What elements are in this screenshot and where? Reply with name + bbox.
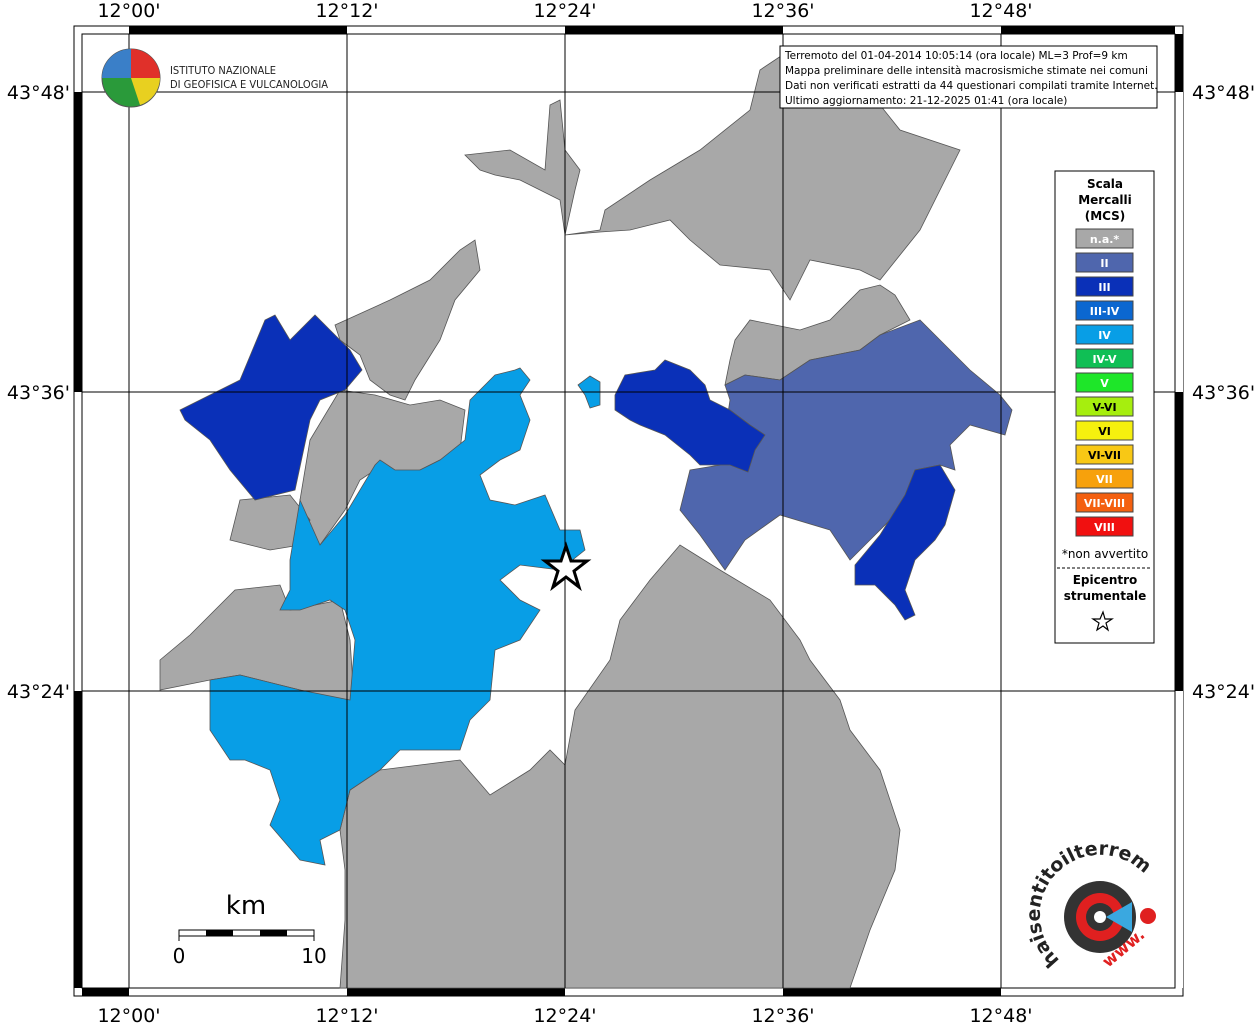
logo-sector xyxy=(131,49,160,78)
scale-frame xyxy=(178,929,315,937)
legend-label: VII-VIII xyxy=(1084,497,1125,510)
lat-label: 43°48' xyxy=(7,82,70,104)
legend-label: IV-V xyxy=(1092,353,1117,366)
lat-label: 43°24' xyxy=(7,681,70,703)
question-mark xyxy=(1140,908,1156,924)
lon-label: 12°12' xyxy=(315,1005,378,1024)
legend-label: n.a.* xyxy=(1090,233,1120,246)
legend-title: (MCS) xyxy=(1085,209,1126,223)
legend-star xyxy=(1091,610,1114,632)
legend-label: IV xyxy=(1098,329,1111,342)
scale-segment xyxy=(260,930,287,936)
band xyxy=(82,988,129,996)
band xyxy=(347,988,565,996)
lat-label: 43°24' xyxy=(1192,681,1255,703)
legend-swatch xyxy=(1075,252,1134,273)
lon-label: 12°24' xyxy=(533,0,596,22)
epicenter-star xyxy=(540,541,592,592)
region xyxy=(854,464,956,621)
legend-swatch xyxy=(1075,516,1134,537)
legend-label: VII xyxy=(1096,473,1113,486)
legend-swatch xyxy=(1075,420,1134,441)
frame-bands xyxy=(74,26,1183,996)
region xyxy=(179,314,363,501)
lat-label: 43°36' xyxy=(1192,382,1255,404)
legend-note: *non avvertito xyxy=(1062,547,1148,561)
legend-swatch xyxy=(1075,372,1134,393)
legend-swatch xyxy=(1075,276,1134,297)
band xyxy=(1175,392,1183,691)
legend-epicenter: strumentale xyxy=(1064,589,1147,603)
header-line: Terremoto del 01-04-2014 10:05:14 (ora l… xyxy=(784,50,1128,62)
megaphone xyxy=(1106,902,1132,932)
ingv-logo: ISTITUTO NAZIONALE DI GEOFISICA E VULCAN… xyxy=(101,48,328,108)
band xyxy=(1001,26,1175,34)
band xyxy=(1175,691,1183,988)
legend-title: Mercalli xyxy=(1078,193,1132,207)
regions xyxy=(159,49,1013,989)
legend-swatch xyxy=(1075,300,1134,321)
scale-unit: km xyxy=(226,891,266,921)
band xyxy=(565,26,783,34)
lon-label: 12°48' xyxy=(969,1005,1032,1024)
legend-label: III xyxy=(1098,281,1110,294)
lon-label: 12°48' xyxy=(969,0,1032,22)
region xyxy=(614,359,766,473)
header-line: Dati non verificati estratti da 44 quest… xyxy=(785,80,1158,92)
legend-label: V-VI xyxy=(1092,401,1116,414)
logo-sector xyxy=(102,49,131,78)
header-line: Ultimo aggiornamento: 21-12-2025 01:41 (… xyxy=(785,95,1067,107)
lon-label: 12°24' xyxy=(533,1005,596,1024)
header-box xyxy=(779,45,1158,109)
legend-label: VIII xyxy=(1094,521,1115,534)
lon-label: 12°36' xyxy=(751,0,814,22)
lon-label: 12°00' xyxy=(97,0,160,22)
legend-label: VI xyxy=(1098,425,1111,438)
legend-swatch xyxy=(1075,468,1134,489)
region xyxy=(334,239,481,401)
legend-epicenter: Epicentro xyxy=(1073,573,1138,587)
lon-label: 12°36' xyxy=(751,1005,814,1024)
scale-label: 10 xyxy=(301,944,326,968)
region xyxy=(209,367,586,866)
legend: ScalaMercalli(MCS)n.a.*IIIIIIII-IVIVIV-V… xyxy=(1057,177,1152,632)
region xyxy=(339,544,901,989)
legend-swatch xyxy=(1075,324,1134,345)
legend-swatch xyxy=(1075,396,1134,417)
band xyxy=(1175,92,1183,392)
lon-label: 12°00' xyxy=(97,1005,160,1024)
band xyxy=(129,26,347,34)
legend-swatch xyxy=(1075,444,1134,465)
header-line: Mappa preliminare delle intensità macros… xyxy=(785,65,1148,77)
scale-bar: km 0 10 xyxy=(173,891,327,968)
band xyxy=(783,988,1001,996)
legend-label: VI-VII xyxy=(1088,449,1121,462)
logo-text: ISTITUTO NAZIONALE xyxy=(170,64,276,77)
band xyxy=(1175,34,1183,92)
legend-title: Scala xyxy=(1087,177,1123,191)
lat-label: 43°48' xyxy=(1192,82,1255,104)
legend-swatch xyxy=(1075,228,1134,249)
target xyxy=(1094,911,1106,923)
logo-sector xyxy=(131,78,160,105)
scale-label: 0 xyxy=(173,944,186,968)
legend-label: II xyxy=(1100,257,1108,270)
lat-label: 43°36' xyxy=(7,382,70,404)
logo-text: DI GEOFISICA E VULCANOLOGIA xyxy=(170,78,328,91)
band xyxy=(74,92,82,392)
scale-segment xyxy=(206,930,233,936)
legend-label: III-IV xyxy=(1090,305,1120,318)
legend-swatch xyxy=(1075,348,1134,369)
frame-labels: 12°00' 12°00' 12°12' 12°12' 12°24' 12°24' 12°3… xyxy=(7,0,1255,1024)
band xyxy=(74,691,82,988)
legend-label: V xyxy=(1100,377,1109,390)
region xyxy=(679,319,1013,571)
legend-swatch xyxy=(1075,492,1134,513)
lon-label: 12°12' xyxy=(315,0,378,22)
